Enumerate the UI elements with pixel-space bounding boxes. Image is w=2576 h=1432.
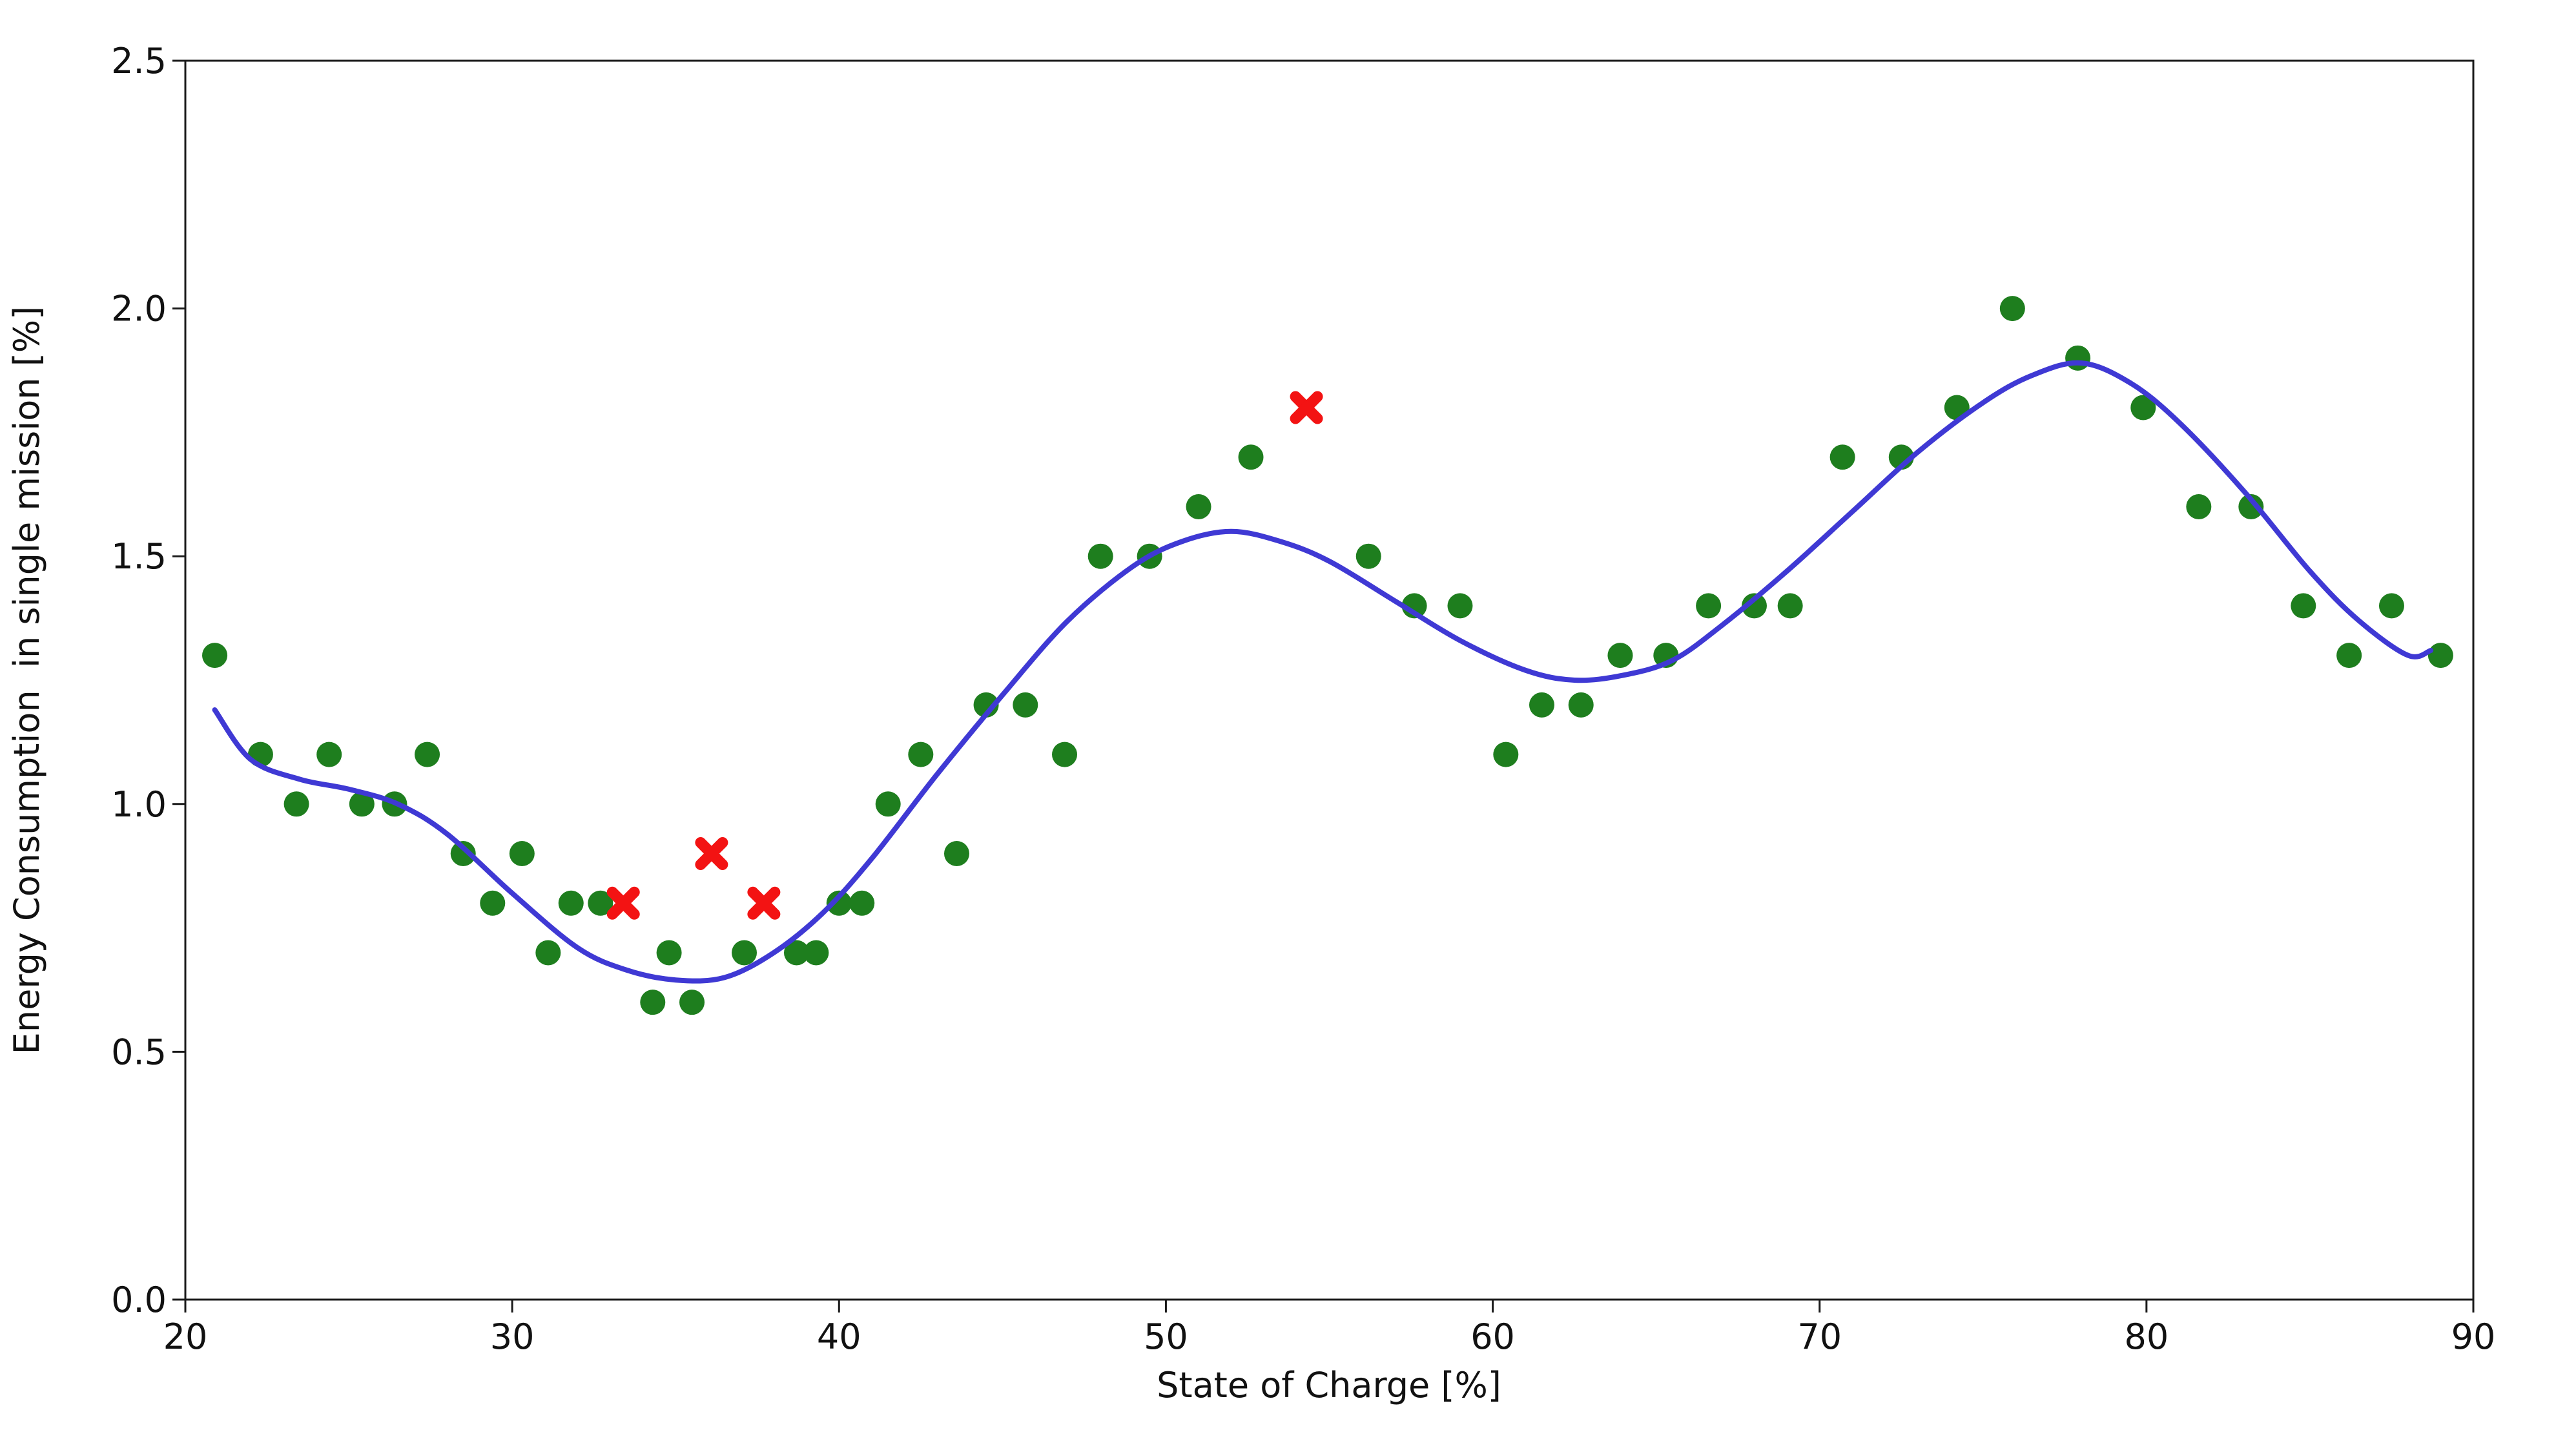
x-tick-label-70: 70 — [1797, 1316, 1842, 1357]
scatter-point — [2427, 643, 2453, 669]
outlier-x-stroke — [606, 886, 640, 920]
y-axis-label: Energy Consumption in single mission [%] — [6, 306, 47, 1054]
scatter-point — [349, 791, 375, 817]
scatter-point — [875, 791, 901, 817]
scatter-point — [1355, 543, 1381, 569]
y-tick-label-1.5: 1.5 — [111, 536, 167, 577]
scatter-point — [535, 940, 561, 966]
scatter-point — [943, 841, 969, 867]
scatter-point — [1777, 593, 1803, 619]
scatter-point — [1238, 444, 1264, 470]
scatter-point — [2291, 593, 2316, 619]
scatter-point — [656, 940, 682, 966]
axes-layer: 20 30 40 50 60 70 80 90 0.0 0.5 1.0 1.5 2.0 2.5 — [111, 41, 2495, 1357]
outlier-marker — [1290, 391, 1323, 424]
scatter-point — [826, 890, 852, 916]
x-tick-label-60: 60 — [1470, 1316, 1515, 1357]
x-axis-label: State of Charge [%] — [1157, 1365, 1501, 1406]
scatter-point — [1529, 692, 1554, 718]
scatter-point — [973, 692, 999, 718]
y-tick-label-0.0: 0.0 — [111, 1280, 167, 1320]
scatter-point — [2065, 345, 2091, 371]
scatter-point — [283, 791, 309, 817]
y-tick-label-0.5: 0.5 — [111, 1032, 167, 1072]
measurement-points — [202, 296, 2453, 1015]
outlier-x-stroke — [695, 837, 728, 871]
scatter-point — [2130, 395, 2156, 420]
scatter-point — [450, 841, 476, 867]
scatter-point — [803, 940, 829, 966]
scatter-point — [849, 890, 875, 916]
scatter-point — [558, 890, 584, 916]
y-tick-label-2.5: 2.5 — [111, 41, 167, 81]
scatter-point — [1741, 593, 1767, 619]
y-tick-label-2.0: 2.0 — [111, 289, 167, 329]
outlier-marker — [747, 886, 781, 920]
scatter-point — [1052, 742, 1078, 767]
scatter-point — [1829, 444, 1855, 470]
x-tick-label-40: 40 — [817, 1316, 861, 1357]
x-tick-label-50: 50 — [1144, 1316, 1188, 1357]
scatter-point — [316, 742, 342, 767]
scatter-point — [1568, 692, 1594, 718]
scatter-point — [509, 841, 535, 867]
x-tick-label-90: 90 — [2451, 1316, 2496, 1357]
scatter-point — [480, 890, 506, 916]
scatter-point — [1696, 593, 1722, 619]
scatter-point — [2378, 593, 2404, 619]
scatter-point — [1447, 593, 1473, 619]
y-tick-label-1.0: 1.0 — [111, 784, 167, 825]
scatter-point — [1607, 643, 1633, 669]
scatter-point — [679, 990, 705, 1015]
scatter-point — [640, 990, 666, 1015]
scatter-point — [908, 742, 934, 767]
scatter-point — [202, 643, 228, 669]
scatter-point — [1999, 296, 2025, 322]
scatter-point — [2186, 493, 2212, 519]
outlier-x-stroke — [1290, 391, 1323, 424]
scatter-point — [1186, 493, 1211, 519]
fit-line — [212, 360, 2434, 984]
data-layer — [202, 296, 2453, 1015]
scatter-point — [2238, 493, 2264, 519]
scatter-point — [783, 940, 809, 966]
scatter-point — [1493, 742, 1519, 767]
outlier-marker — [695, 837, 728, 871]
x-tick-label-20: 20 — [163, 1316, 208, 1357]
outlier-x-stroke — [747, 886, 781, 920]
scatter-point — [415, 742, 440, 767]
plot-border — [184, 59, 2475, 1301]
scatter-point — [1087, 543, 1113, 569]
scatter-point — [1013, 692, 1038, 718]
scatter-point — [732, 940, 757, 966]
scatter-point — [588, 890, 613, 916]
outlier-marker — [606, 886, 640, 920]
x-tick-label-80: 80 — [2124, 1316, 2169, 1357]
x-tick-label-30: 30 — [490, 1316, 535, 1357]
scatter-point — [2336, 643, 2362, 669]
outlier-points — [606, 391, 1323, 920]
